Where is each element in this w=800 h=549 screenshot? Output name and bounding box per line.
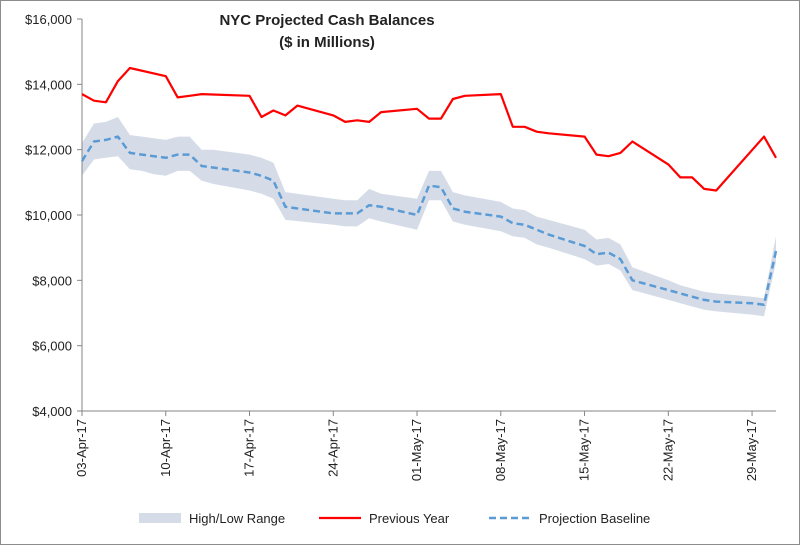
x-tick-label: 22-May-17 bbox=[660, 419, 675, 481]
x-tick-label: 15-May-17 bbox=[577, 419, 592, 481]
y-tick-label: $14,000 bbox=[25, 77, 72, 92]
x-tick-label: 17-Apr-17 bbox=[242, 419, 257, 477]
projection-baseline-line bbox=[80, 135, 778, 307]
legend-label-previous-year: Previous Year bbox=[369, 511, 450, 526]
x-tick-label: 29-May-17 bbox=[744, 419, 759, 481]
y-tick-label: $10,000 bbox=[25, 208, 72, 223]
y-tick-label: $4,000 bbox=[32, 404, 72, 419]
x-tick-label: 24-Apr-17 bbox=[325, 419, 340, 477]
legend-swatch-high-low-range bbox=[139, 513, 181, 523]
previous-year-line bbox=[81, 66, 777, 192]
y-tick-label: $16,000 bbox=[25, 12, 72, 27]
chart-title-line-1: NYC Projected Cash Balances bbox=[219, 12, 434, 29]
y-tick-label: $6,000 bbox=[32, 339, 72, 354]
axes-layer: $4,000 $6,000 $8,000 $10,000 $12,000 $14,000 $… bbox=[25, 12, 776, 481]
lines-layer bbox=[80, 66, 778, 307]
high-low-range-band bbox=[82, 117, 776, 317]
y-tick-label: $8,000 bbox=[32, 273, 72, 288]
x-tick-label: 08-May-17 bbox=[493, 419, 508, 481]
legend-label-high-low-range: High/Low Range bbox=[189, 511, 285, 526]
legend: High/Low Range Previous Year Projection Ba… bbox=[139, 511, 650, 526]
x-tick-label: 01-May-17 bbox=[409, 419, 424, 481]
x-tick-label: 10-Apr-17 bbox=[158, 419, 173, 477]
band-layer bbox=[82, 117, 776, 317]
x-tick-label: 03-Apr-17 bbox=[74, 419, 89, 477]
legend-label-projection-baseline: Projection Baseline bbox=[539, 511, 650, 526]
chart-title-line-2: ($ in Millions) bbox=[279, 34, 375, 51]
y-tick-label: $12,000 bbox=[25, 143, 72, 158]
